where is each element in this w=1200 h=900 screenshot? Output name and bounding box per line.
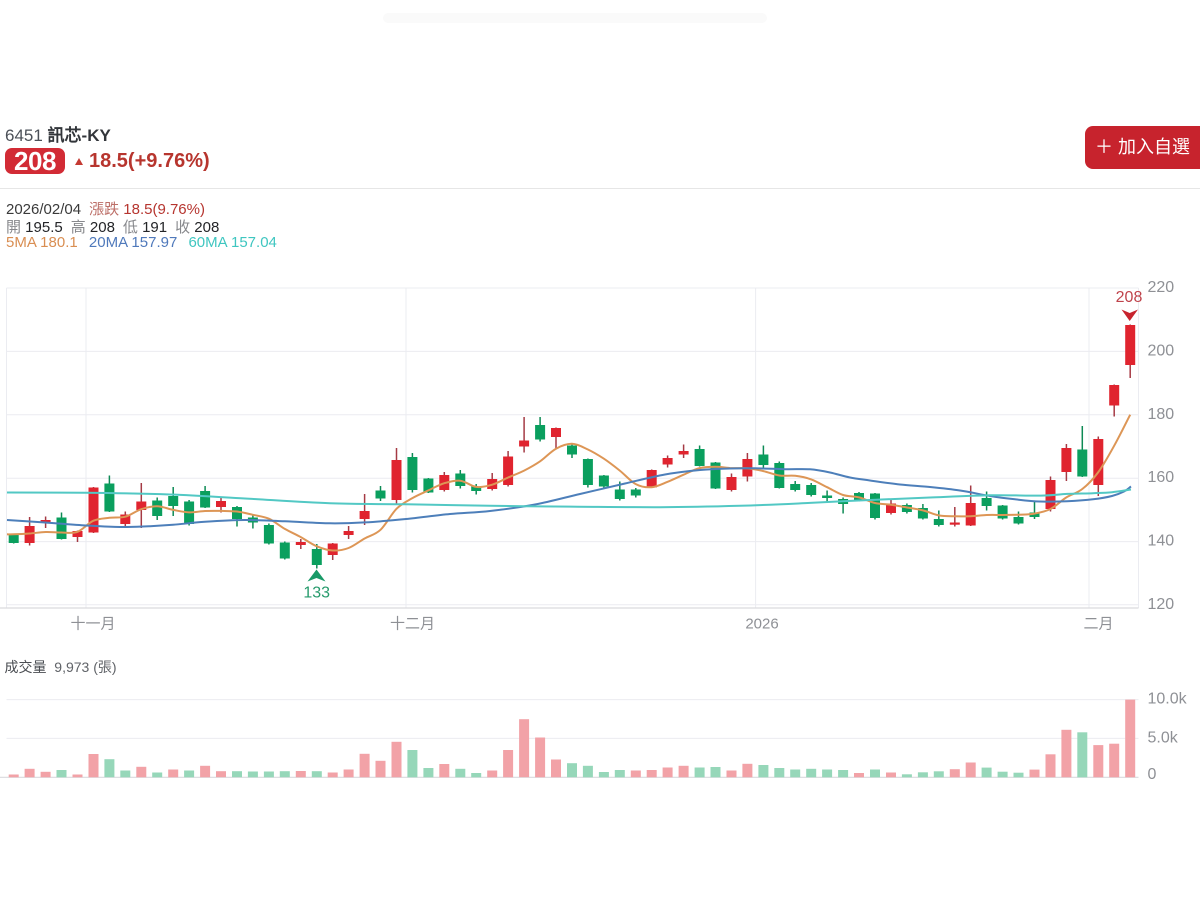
svg-text:200: 200 (1148, 342, 1175, 359)
svg-text:220: 220 (1148, 279, 1175, 296)
svg-text:2026: 2026 (745, 616, 778, 633)
svg-text:10.0k: 10.0k (1148, 691, 1188, 708)
svg-text:十二月: 十二月 (390, 616, 435, 633)
svg-text:180: 180 (1148, 406, 1175, 423)
svg-text:133: 133 (303, 585, 330, 602)
svg-text:5.0k: 5.0k (1148, 730, 1179, 747)
svg-text:160: 160 (1148, 469, 1175, 486)
svg-text:二月: 二月 (1083, 616, 1113, 633)
svg-text:120: 120 (1148, 596, 1175, 613)
svg-text:0: 0 (1148, 766, 1157, 783)
svg-text:140: 140 (1148, 533, 1175, 550)
svg-text:208: 208 (1116, 289, 1143, 306)
svg-text:十一月: 十一月 (70, 616, 115, 633)
